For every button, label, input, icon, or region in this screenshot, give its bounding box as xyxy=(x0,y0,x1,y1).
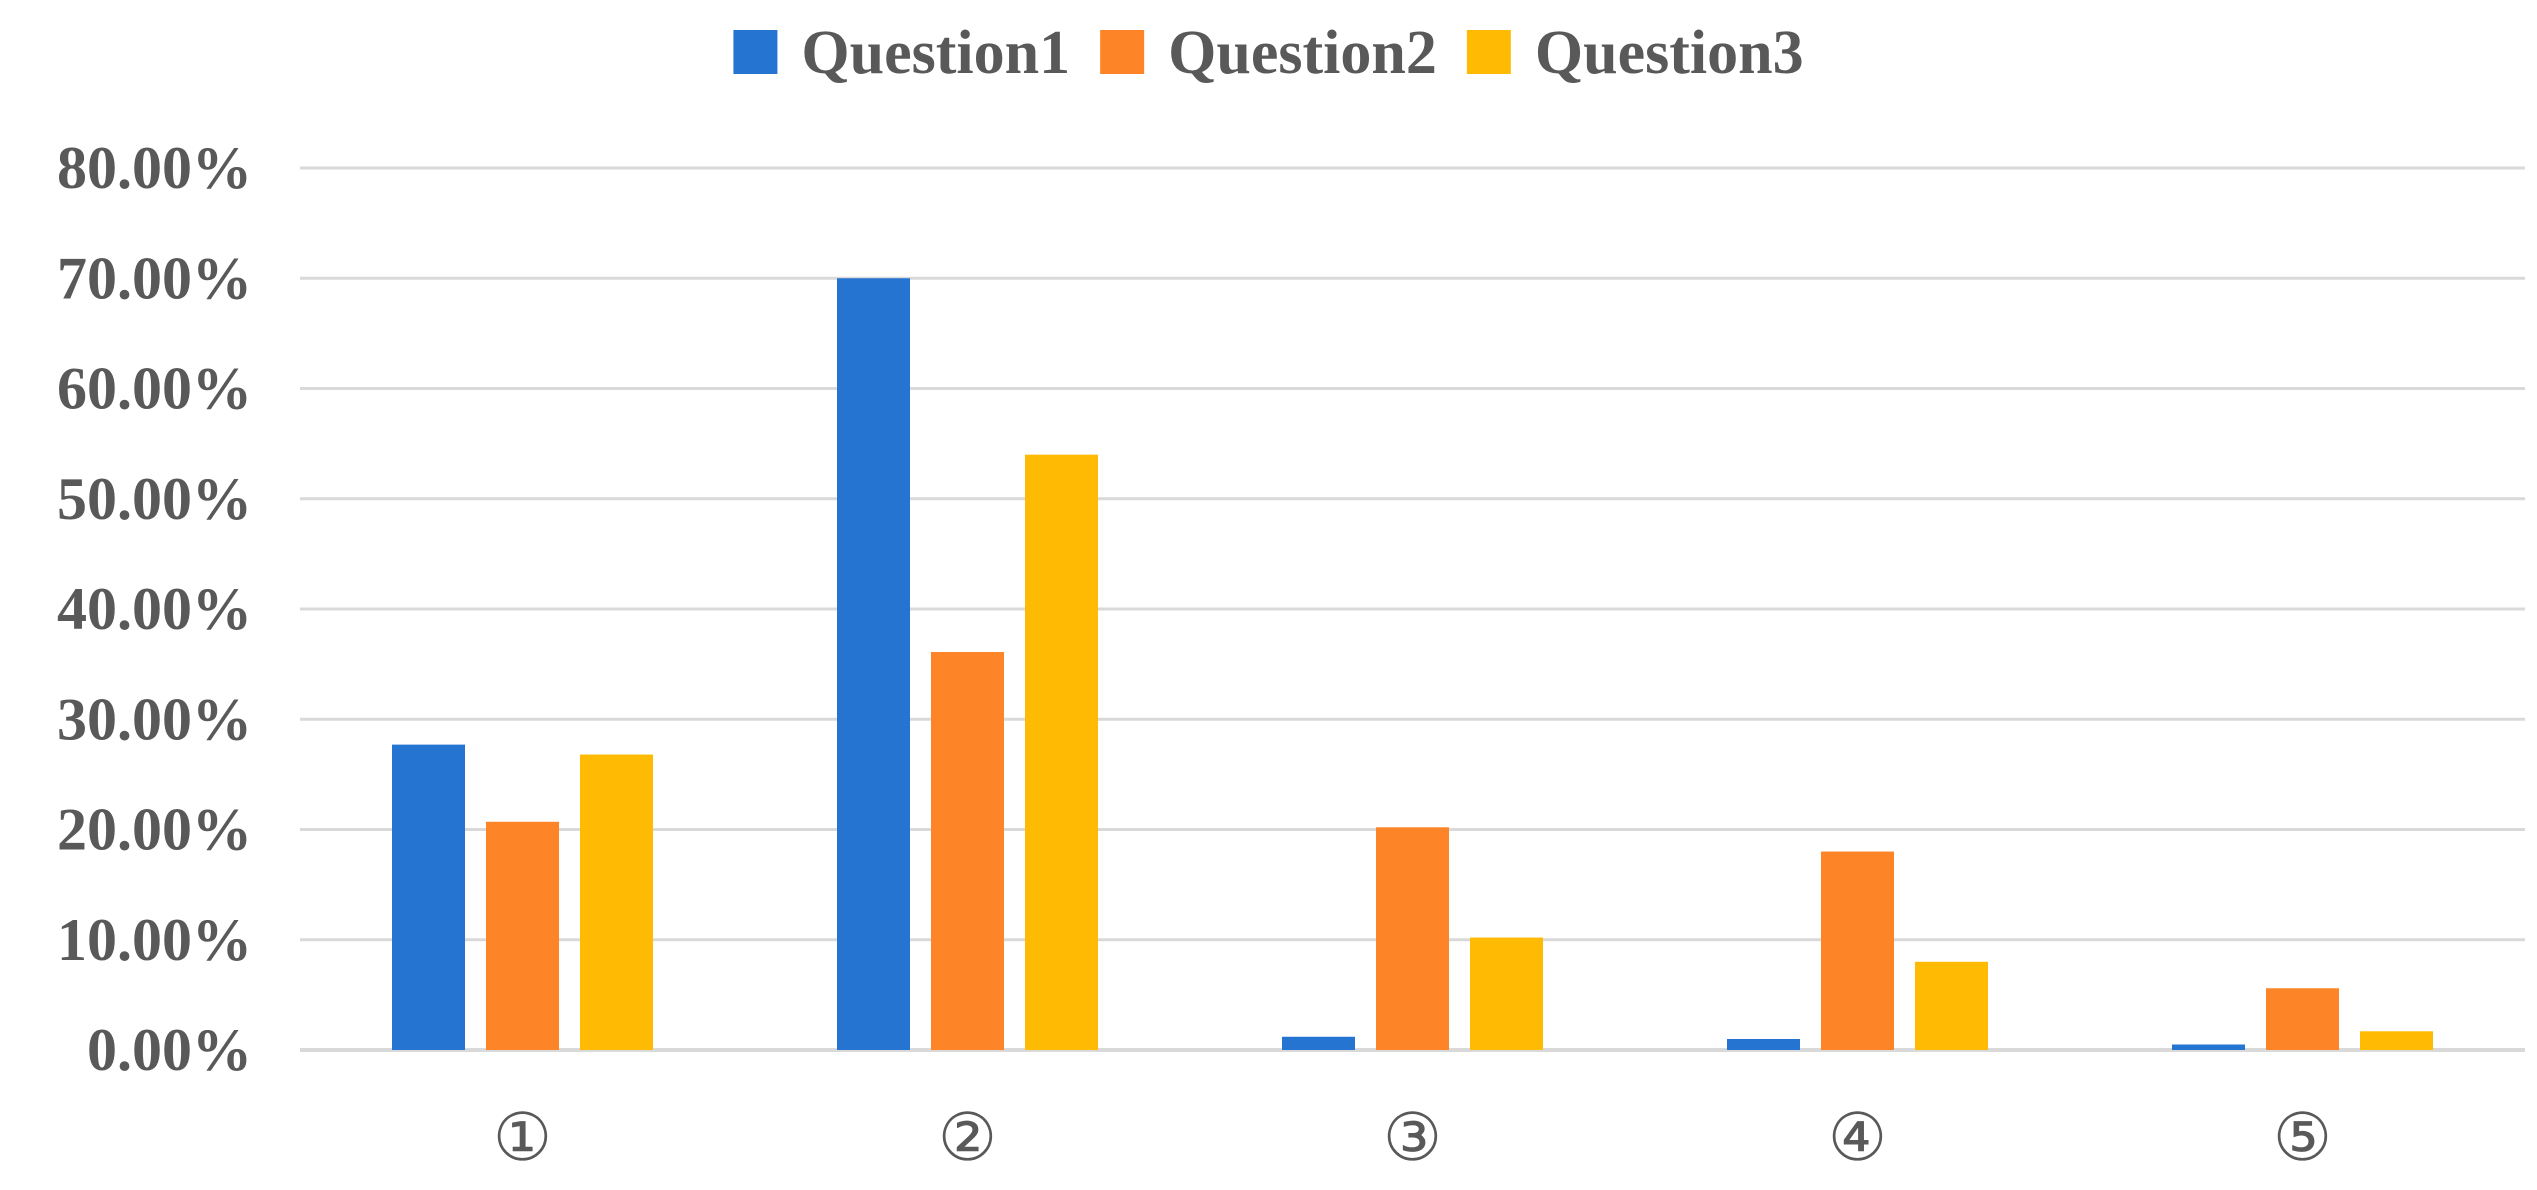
bar-question3-cat5 xyxy=(2360,1031,2433,1050)
bar-question3-cat4 xyxy=(1915,961,1988,1050)
bar-question1-cat4 xyxy=(1727,1038,1800,1050)
legend-swatch xyxy=(1466,30,1511,74)
y-axis: 0.00% 10.00% 20.00% 30.00% 40.00% 50.00% 60.00… xyxy=(57,135,252,1083)
bar-question2-cat3 xyxy=(1376,827,1449,1050)
bar-question1-cat3 xyxy=(1282,1036,1355,1050)
x-axis: ① ② ③ ④ ⑤ xyxy=(493,1099,2332,1176)
bar-question1-cat5 xyxy=(2172,1044,2245,1050)
legend-label: Question3 xyxy=(1535,19,1804,87)
y-tick-label: 10.00% xyxy=(57,907,252,973)
x-tick-label: ② xyxy=(938,1099,997,1176)
legend-item: Question3 xyxy=(1466,19,1804,87)
bar-question3-cat2 xyxy=(1025,454,1098,1050)
gridlines xyxy=(300,166,2525,1052)
y-tick-label: 60.00% xyxy=(57,356,252,422)
bar-question3-cat3 xyxy=(1470,937,1543,1050)
y-tick-label: 70.00% xyxy=(57,245,252,311)
y-tick-label: 0.00% xyxy=(87,1017,252,1083)
y-tick-label: 20.00% xyxy=(57,797,252,863)
bar-question2-cat2 xyxy=(931,651,1004,1050)
bar-question2-cat5 xyxy=(2266,988,2339,1050)
y-tick-label: 30.00% xyxy=(57,686,252,752)
y-tick-label: 40.00% xyxy=(57,576,252,642)
x-tick-label: ⑤ xyxy=(2273,1099,2332,1176)
bar-question3-cat1 xyxy=(580,754,653,1050)
bar-question2-cat4 xyxy=(1821,851,1894,1050)
bar-question1-cat1 xyxy=(392,744,465,1050)
y-tick-label: 80.00% xyxy=(57,135,252,201)
x-tick-label: ① xyxy=(493,1099,552,1176)
x-tick-label: ④ xyxy=(1828,1099,1887,1176)
x-tick-label: ③ xyxy=(1383,1099,1442,1176)
legend-label: Question1 xyxy=(801,19,1070,87)
legend-item: Question1 xyxy=(733,19,1070,87)
bars xyxy=(392,278,2433,1050)
bar-question1-cat2 xyxy=(837,278,910,1050)
y-tick-label: 50.00% xyxy=(57,466,252,532)
legend-swatch xyxy=(733,30,778,74)
legend: Question1 Question2 Question3 xyxy=(733,19,1804,87)
bar-question2-cat1 xyxy=(486,821,559,1050)
legend-swatch xyxy=(1100,30,1145,74)
legend-item: Question2 xyxy=(1100,19,1437,87)
legend-label: Question2 xyxy=(1168,19,1437,87)
